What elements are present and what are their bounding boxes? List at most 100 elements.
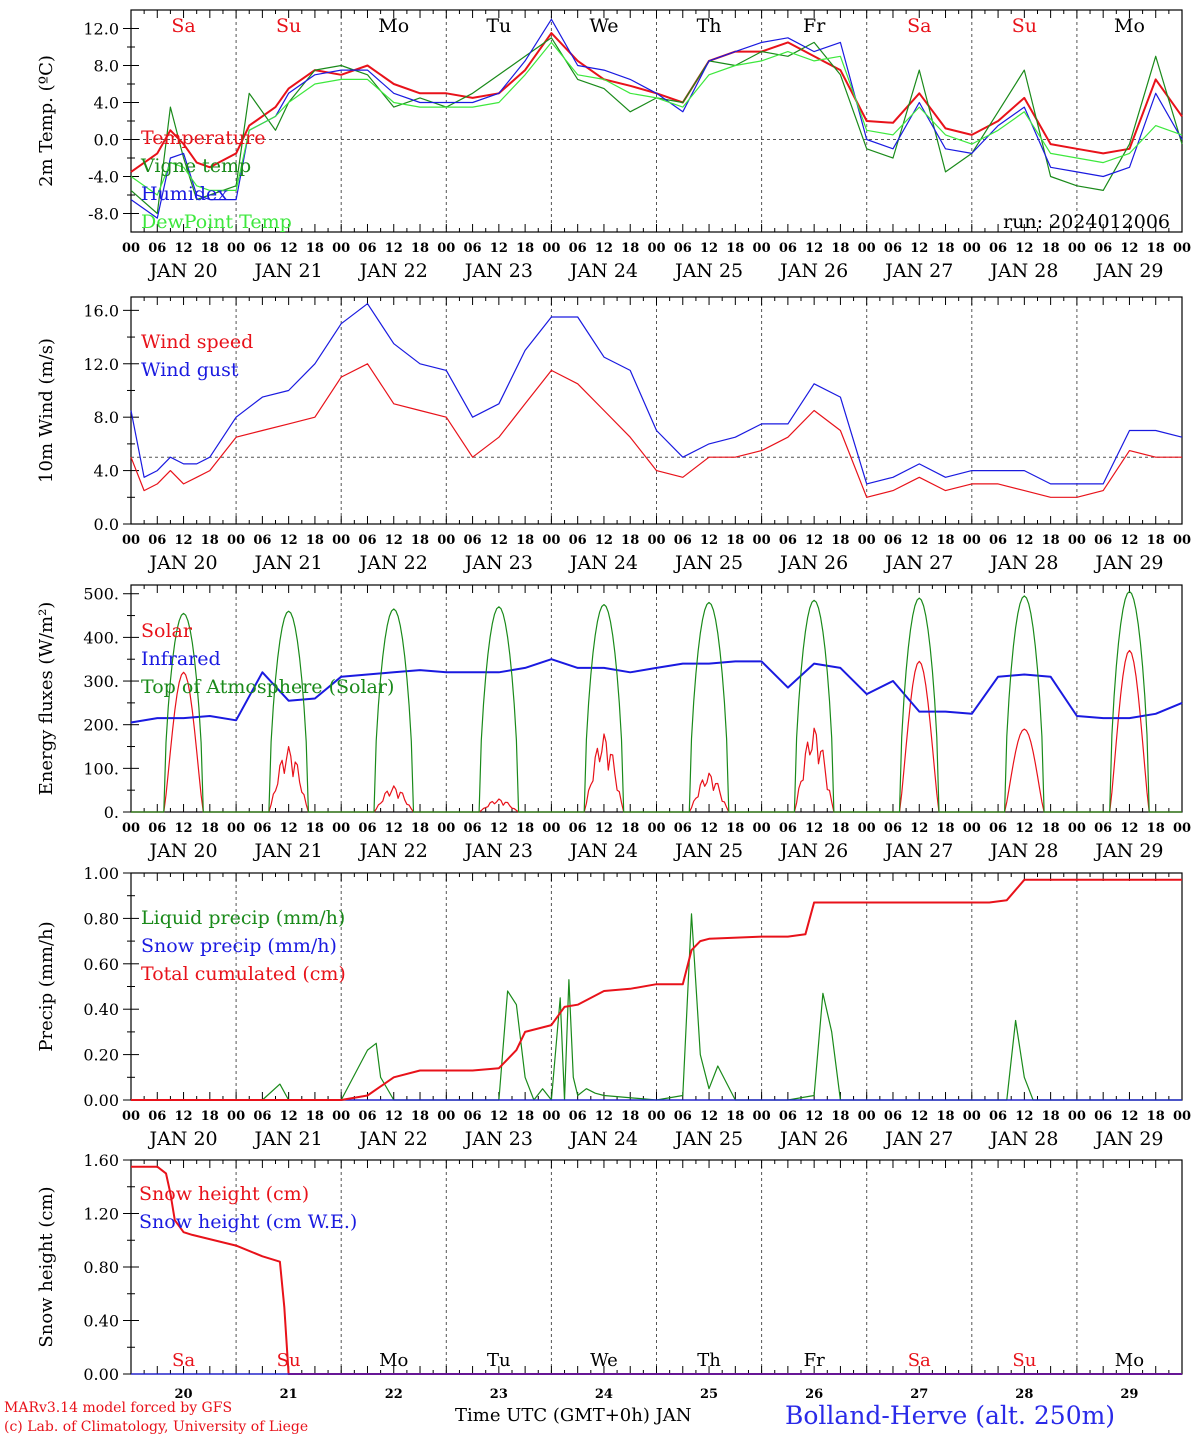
panel-2-ytick-label: 400.	[83, 628, 119, 647]
panel-1-date-label: JAN 23	[463, 552, 533, 574]
date-number: 22	[385, 1387, 403, 1402]
panel-0-hour-label: 18	[1042, 241, 1060, 256]
panel-0-hour-label: 18	[411, 241, 429, 256]
panel-2-date-label: JAN 27	[883, 840, 953, 862]
day-name-bottom: Tu	[487, 1350, 511, 1371]
panel-2-hour-label: 00	[963, 821, 981, 836]
panel-3-hour-label: 06	[464, 1109, 482, 1124]
panel-2-hour-label: 06	[989, 821, 1007, 836]
panel-2-hour-label: 06	[148, 821, 166, 836]
panel-2-hour-label: 12	[700, 821, 718, 836]
panel-1-hour-label: 06	[884, 533, 902, 548]
series-dewpoint-temp-line	[130, 41, 1183, 196]
panel-3-date-label: JAN 20	[147, 1128, 217, 1150]
panel-0-hour-label: 18	[1147, 241, 1165, 256]
panel-0-hour-label: 12	[1015, 241, 1033, 256]
series-wind-speed-line	[130, 363, 1182, 498]
panel-2-hour-label: 12	[595, 821, 613, 836]
panel-0-hour-label: 06	[1094, 241, 1112, 256]
day-name-top: Mo	[1114, 15, 1145, 37]
day-name-top: Th	[697, 15, 722, 37]
panel-0-date-label: JAN 25	[673, 260, 743, 282]
panel-2-ytick-label: 500.	[83, 585, 119, 604]
panel-3-date-label: JAN 22	[358, 1128, 428, 1150]
panel-3-ytick-label: 1.00	[83, 864, 119, 883]
panel-2-hour-label: 12	[385, 821, 403, 836]
panel-4-ytick-label: 0.00	[83, 1365, 119, 1384]
panel-0-hour-label: 00	[963, 241, 981, 256]
day-name-bottom: Th	[697, 1350, 721, 1371]
panel-0-hour-label: 00	[858, 241, 876, 256]
panel-0-hour-label: 00	[437, 241, 455, 256]
day-name-bottom: Sa	[908, 1350, 931, 1371]
panel-2-hour-label: 06	[674, 821, 692, 836]
panel-1-hour-label: 00	[1173, 533, 1191, 548]
panel-3-hour-label: 00	[332, 1109, 350, 1124]
panel-2-hour-label: 18	[936, 821, 954, 836]
panel-3-hour-label: 12	[700, 1109, 718, 1124]
panel-2-hour-label: 00	[437, 821, 455, 836]
day-name-top: Sa	[907, 15, 931, 37]
panel-1-hour-label: 18	[936, 533, 954, 548]
panel-3-hour-label: 06	[779, 1109, 797, 1124]
panel-3-hour-label: 12	[805, 1109, 823, 1124]
panel-2-ytick-label: 300.	[83, 672, 119, 691]
panel-4-ytick-label: 0.80	[83, 1258, 119, 1277]
panel-2-hour-label: 06	[358, 821, 376, 836]
panel-3-date-label: JAN 24	[568, 1128, 638, 1150]
date-number: 23	[490, 1387, 508, 1402]
panel-1-hour-label: 06	[253, 533, 271, 548]
panel-2-hour-label: 06	[884, 821, 902, 836]
panel-0-hour-label: 00	[332, 241, 350, 256]
panel-3-hour-label: 06	[569, 1109, 587, 1124]
panel-2-hour-label: 00	[1173, 821, 1191, 836]
panel-3-hour-label: 18	[1042, 1109, 1060, 1124]
panel-3-hour-label: 18	[201, 1109, 219, 1124]
panel-0-hour-label: 12	[175, 241, 193, 256]
panel-1-ytick-label: 16.0	[83, 301, 119, 320]
panel-1-hour-label: 06	[464, 533, 482, 548]
day-name-bottom: We	[590, 1350, 618, 1371]
panel-1-date-label: JAN 22	[358, 552, 428, 574]
panel-0-hour-label: 00	[1173, 241, 1191, 256]
panel-3-hour-label: 18	[516, 1109, 534, 1124]
panel-2-hour-label: 18	[516, 821, 534, 836]
date-number: 26	[805, 1387, 823, 1402]
day-name-top: Su	[1012, 15, 1037, 37]
panel-3-hour-label: 18	[1147, 1109, 1165, 1124]
panel-2-date-label: JAN 25	[673, 840, 743, 862]
panel-0-date-label: JAN 23	[463, 260, 533, 282]
panel-3-hour-label: 18	[936, 1109, 954, 1124]
panel-1-hour-label: 06	[148, 533, 166, 548]
series-liquid-precip-mm-h-line	[131, 913, 1182, 1101]
panel-0-hour-label: 00	[1068, 241, 1086, 256]
panel-2-hour-label: 12	[805, 821, 823, 836]
panel-2-hour-label: 00	[332, 821, 350, 836]
panel-1-hour-label: 18	[726, 533, 744, 548]
panel-2-hour-label: 18	[1147, 821, 1165, 836]
panel-2-hour-label: 00	[227, 821, 245, 836]
panel-0-hour-label: 18	[201, 241, 219, 256]
panel-2-date-label: JAN 26	[778, 840, 848, 862]
panel-3-date-label: JAN 26	[778, 1128, 848, 1150]
series-top-of-atmosphere-solar-line	[131, 590, 1182, 813]
panel-0-hour-label: 12	[910, 241, 928, 256]
panel-2-hour-label: 06	[569, 821, 587, 836]
panel-4-ytick-label: 1.20	[83, 1205, 119, 1224]
panel-2-hour-label: 00	[858, 821, 876, 836]
panel-2-hour-label: 18	[306, 821, 324, 836]
panel-0-ylabel: 2m Temp. (ºC)	[36, 55, 57, 187]
panel-1-hour-label: 18	[621, 533, 639, 548]
panel-2-hour-label: 00	[122, 821, 140, 836]
legend-snow-height-cm: Snow height (cm)	[139, 1183, 309, 1205]
panel-3-hour-label: 18	[726, 1109, 744, 1124]
panel-1-hour-label: 00	[122, 533, 140, 548]
panel-3-hour-label: 00	[227, 1109, 245, 1124]
panel-1-ytick-label: 4.0	[94, 462, 119, 481]
panel-0-hour-label: 00	[122, 241, 140, 256]
panel-2-hour-label: 00	[647, 821, 665, 836]
panel-2-ytick-label: 0.	[104, 803, 119, 822]
day-name-bottom: Mo	[379, 1350, 408, 1371]
panel-2-hour-label: 12	[280, 821, 298, 836]
